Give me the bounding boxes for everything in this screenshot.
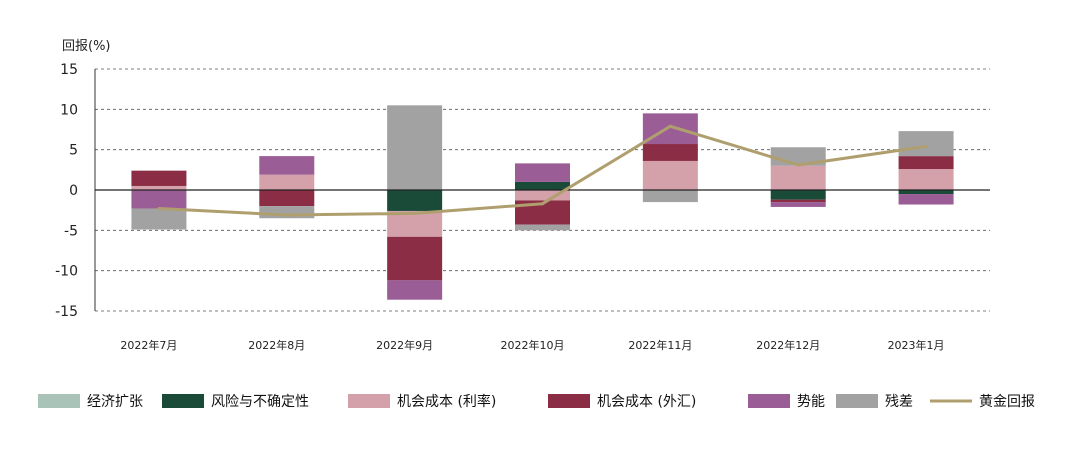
y-tick-label: 0 — [69, 183, 78, 199]
line-point — [668, 124, 672, 128]
legend-swatch — [836, 394, 878, 408]
bar-segment — [387, 190, 443, 211]
bar-segment — [387, 236, 443, 281]
legend-label: 风险与不确定性 — [211, 394, 309, 410]
x-tick-labels: 2022年7月 2022年8月 2022年9月 2022年10月 2022年11月 202… — [120, 338, 944, 352]
y-tick-label: 5 — [69, 143, 78, 159]
bar-segment — [515, 190, 570, 201]
x-tick-label: 2022年8月 — [248, 338, 305, 352]
legend-swatch — [348, 394, 390, 408]
legend-label: 机会成本 (外汇) — [597, 394, 696, 410]
legend: 经济扩张 风险与不确定性 机会成本 (利率) 机会成本 (外汇) 势能 残差 黄金回报 — [38, 393, 1035, 410]
bar-segment — [515, 224, 570, 231]
y-tick-labels: 15 10 5 0 -5 -10 -15 — [55, 62, 78, 320]
bar-segment — [898, 131, 954, 157]
bar-segment — [898, 169, 954, 190]
bar-segment — [387, 210, 443, 237]
bar-segment — [642, 160, 698, 190]
line-point — [413, 211, 417, 215]
legend-label: 残差 — [885, 394, 913, 410]
bar-segment — [387, 105, 443, 190]
legend-swatch — [162, 394, 204, 408]
bar-segment — [259, 174, 315, 190]
x-tick-label: 2022年11月 — [628, 338, 692, 352]
line-series-group — [157, 124, 928, 217]
legend-label: 势能 — [797, 394, 825, 410]
bar-segment — [515, 163, 570, 182]
bar-segment — [387, 280, 443, 300]
legend-swatch — [548, 394, 590, 408]
y-tick-label: 10 — [60, 102, 78, 118]
x-tick-label: 2022年9月 — [376, 338, 433, 352]
line-point — [541, 202, 544, 206]
bar-segment — [898, 190, 954, 195]
bar-segment — [770, 165, 826, 190]
bar-segment — [515, 181, 570, 190]
line-point — [924, 144, 928, 148]
bar-segment — [642, 144, 698, 161]
bar-segment — [131, 208, 187, 230]
legend-swatch — [38, 394, 80, 408]
bar-segment — [770, 202, 826, 207]
bar-segment — [259, 156, 315, 175]
y-tick-label: -10 — [55, 264, 78, 280]
x-tick-label: 2022年12月 — [756, 338, 820, 352]
y-tick-label: -5 — [64, 223, 78, 239]
legend-label: 经济扩张 — [87, 394, 143, 410]
line-point — [796, 163, 800, 167]
legend-label: 黄金回报 — [979, 393, 1035, 410]
bar-segment — [131, 170, 187, 186]
y-tick-label: -15 — [55, 304, 78, 320]
y-tick-label: 15 — [60, 62, 78, 78]
bar-segment — [131, 190, 187, 209]
bar-segment — [770, 199, 826, 203]
bar-segment — [131, 185, 187, 190]
bar-segment — [898, 194, 954, 205]
bar-segment — [259, 190, 315, 207]
x-tick-label: 2023年1月 — [888, 338, 945, 352]
line-point — [285, 213, 289, 217]
bar-segment — [898, 156, 954, 170]
x-tick-label: 2022年7月 — [120, 338, 177, 352]
bar-segment — [642, 190, 698, 203]
bar-series-group — [131, 105, 954, 300]
x-tick-label: 2022年10月 — [501, 338, 565, 352]
legend-label: 机会成本 (利率) — [397, 393, 496, 410]
line-point — [157, 207, 161, 211]
legend-swatch — [748, 394, 790, 408]
y-axis-label: 回报(%) — [62, 39, 111, 54]
bar-segment — [770, 190, 826, 200]
